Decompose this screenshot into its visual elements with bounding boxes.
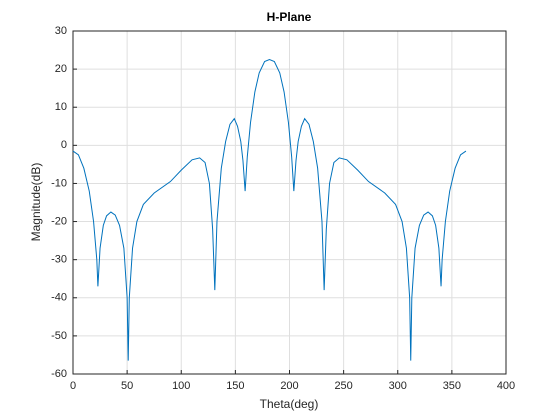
y-tick-label: -60 [51, 368, 67, 380]
y-tick-label: -30 [51, 254, 67, 266]
x-tick-label: 50 [121, 380, 133, 392]
y-tick-label: 0 [61, 139, 67, 151]
y-tick-label: 10 [55, 101, 67, 113]
x-tick-label: 250 [334, 380, 352, 392]
line-series [72, 59, 467, 361]
x-tick-label: 100 [172, 380, 190, 392]
x-tick-label: 150 [226, 380, 244, 392]
x-axis-label: Theta(deg) [260, 397, 319, 411]
x-tick-label: 0 [70, 380, 76, 392]
y-tick-label: -20 [51, 215, 67, 227]
x-tick-label: 300 [389, 380, 407, 392]
y-axis-label: Magnitude(dB) [29, 163, 43, 242]
x-tick-label: 350 [443, 380, 461, 392]
chart-title: H-Plane [267, 10, 312, 24]
x-tick-label: 200 [280, 380, 298, 392]
y-tick-label: 20 [55, 63, 67, 75]
y-tick-label: -40 [51, 292, 67, 304]
y-tick-label: -10 [51, 177, 67, 189]
y-tick-label: -50 [51, 330, 67, 342]
y-tick-label: 30 [55, 25, 67, 37]
x-tick-label: 400 [497, 380, 515, 392]
axes-box [72, 30, 507, 375]
